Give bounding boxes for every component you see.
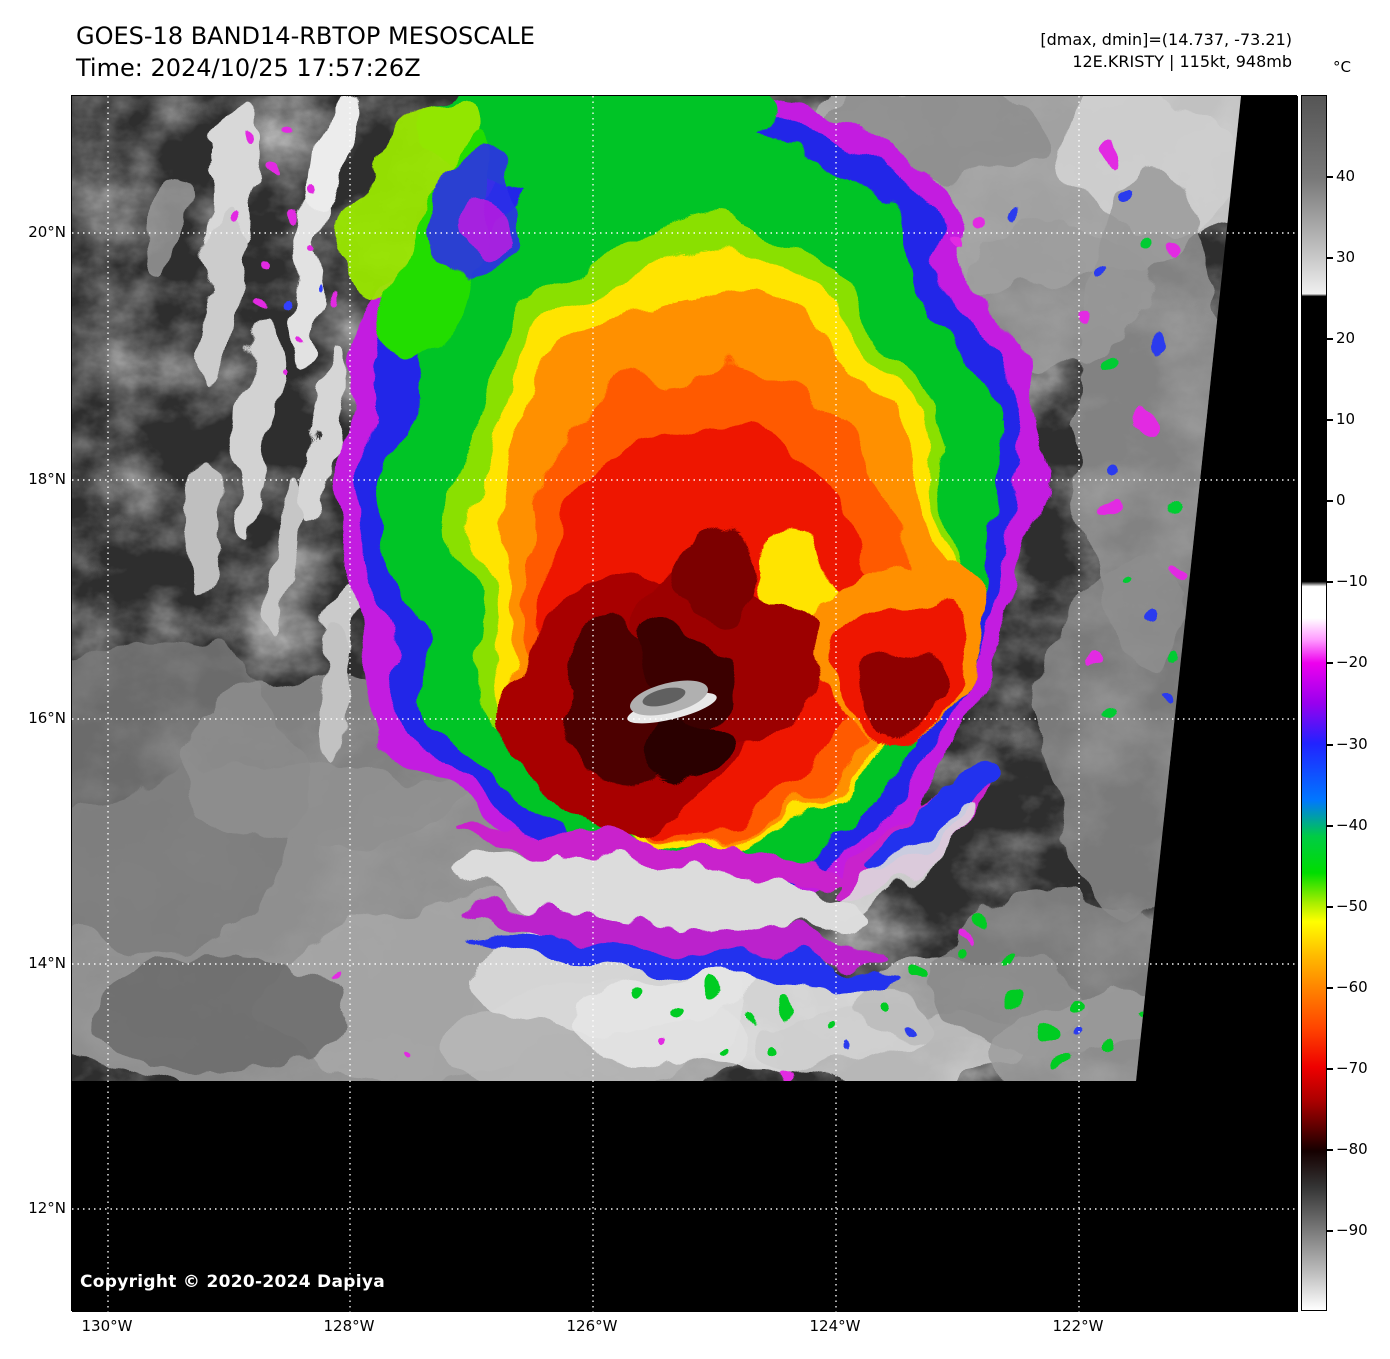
low-cloud-fields: [72, 96, 1241, 1081]
colorbar-tick-mark: [1327, 176, 1333, 178]
colorbar-tick-label: 40: [1336, 167, 1356, 185]
colorbar: [1301, 95, 1327, 1311]
colorbar-tick-mark: [1327, 500, 1333, 502]
colorbar-tick-label: −90: [1336, 1221, 1368, 1239]
scan-data-region: [72, 96, 1241, 1081]
colorbar-tick-mark: [1327, 1230, 1333, 1232]
lat-label-20n: 20°N: [28, 223, 66, 241]
lon-label-128w: 128°W: [323, 1317, 375, 1335]
colorbar-tick-label: −10: [1336, 572, 1368, 590]
satellite-imagery: [72, 96, 1298, 1312]
colorbar-tick-mark: [1327, 906, 1333, 908]
colorbar-tick-label: −50: [1336, 897, 1368, 915]
colorbar-tick-mark: [1327, 338, 1333, 340]
storm-info-label: 12E.KRISTY | 115kt, 948mb: [1072, 52, 1292, 71]
colorbar-tick-label: −40: [1336, 816, 1368, 834]
colorbar-tick-label: −80: [1336, 1140, 1368, 1158]
lat-label-14n: 14°N: [28, 954, 66, 972]
dmax-dmin-label: [dmax, dmin]=(14.737, -73.21): [1040, 30, 1292, 49]
colorbar-tick-mark: [1327, 257, 1333, 259]
storm-eye: [627, 680, 717, 724]
colorbar-tick-label: 30: [1336, 248, 1356, 266]
colorbar-tick-mark: [1327, 662, 1333, 664]
colorbar-tick-mark: [1327, 581, 1333, 583]
storm-south-banding: [458, 759, 1006, 988]
colorbar-gradient: [1302, 96, 1326, 1310]
graticule-gridlines: [72, 96, 1298, 1312]
cold-cloud-speckles: [230, 121, 1183, 1077]
lon-label-122w: 122°W: [1052, 1317, 1104, 1335]
colorbar-tick-label: −20: [1336, 653, 1368, 671]
copyright-label: Copyright © 2020-2024 Dapiya: [80, 1272, 385, 1292]
colorbar-tick-mark: [1327, 1149, 1333, 1151]
storm-cold-cloud-shield: [335, 96, 1039, 904]
lat-label-16n: 16°N: [28, 709, 66, 727]
lon-label-126w: 126°W: [566, 1317, 618, 1335]
colorbar-tick-label: 0: [1336, 491, 1346, 509]
colorbar-tick-label: 20: [1336, 329, 1356, 347]
lon-label-130w: 130°W: [81, 1317, 133, 1335]
figure-title: GOES-18 BAND14-RBTOP MESOSCALE: [76, 22, 535, 50]
satellite-map-panel: Copyright © 2020-2024 Dapiya: [71, 95, 1298, 1312]
time-label: Time: 2024/10/25 17:57:26Z: [76, 54, 421, 82]
colorbar-tick-label: −60: [1336, 978, 1368, 996]
lat-label-18n: 18°N: [28, 470, 66, 488]
colorbar-tick-mark: [1327, 744, 1333, 746]
lat-label-12n: 12°N: [28, 1199, 66, 1217]
lon-label-124w: 124°W: [809, 1317, 861, 1335]
celsius-unit-label: °C: [1333, 58, 1351, 76]
colorbar-tick-mark: [1327, 987, 1333, 989]
colorbar-tick-mark: [1327, 1068, 1333, 1070]
colorbar-tick-label: −70: [1336, 1059, 1368, 1077]
colorbar-tick-label: −30: [1336, 735, 1368, 753]
colorbar-tick-mark: [1327, 419, 1333, 421]
colorbar-tick-mark: [1327, 825, 1333, 827]
colorbar-tick-label: 10: [1336, 410, 1356, 428]
